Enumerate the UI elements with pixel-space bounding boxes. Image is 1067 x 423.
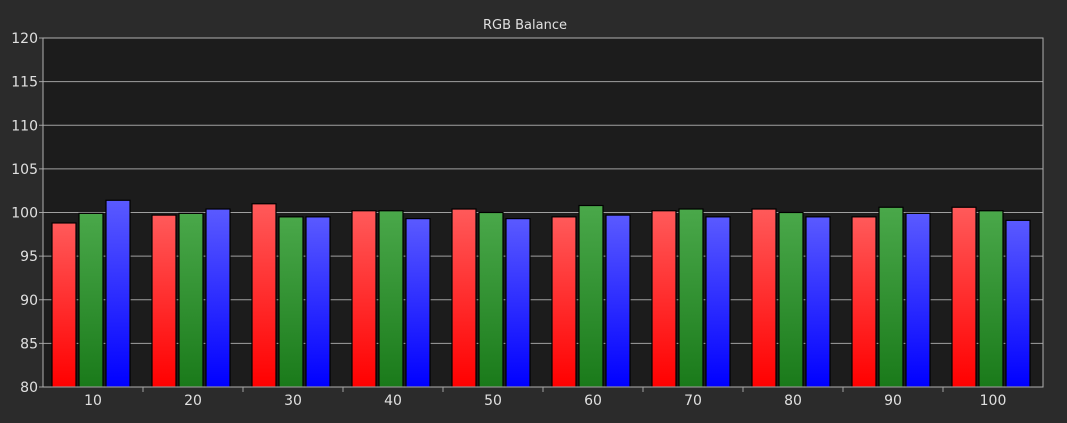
x-tick-label: 60: [584, 393, 602, 409]
red-bar: [951, 206, 977, 388]
y-tick-label: 115: [11, 75, 38, 91]
green-bar: [478, 211, 504, 388]
x-tick-label: 10: [84, 393, 102, 409]
red-bar: [451, 208, 477, 388]
green-bar: [978, 210, 1004, 388]
blue-bar: [505, 218, 531, 388]
y-tick-label: 95: [20, 249, 38, 265]
bars-layer: [51, 199, 1031, 388]
green-bar: [378, 210, 404, 388]
red-bar: [751, 208, 777, 388]
red-bar: [151, 214, 177, 388]
red-bar: [51, 222, 77, 388]
x-tick-label: 30: [284, 393, 302, 409]
x-tick-label: 40: [384, 393, 402, 409]
blue-bar: [905, 212, 931, 388]
y-tick-label: 120: [11, 31, 38, 47]
axis-layer: 80 85 90 95 100 105 110 115 120 10 20 30 40 50 60 70 80 9…: [11, 31, 1044, 409]
green-bar: [278, 216, 304, 388]
blue-bar: [205, 208, 231, 388]
red-bar: [851, 216, 877, 388]
x-tick-label: 100: [980, 393, 1007, 409]
blue-bar: [605, 214, 631, 388]
x-tick-label: 90: [884, 393, 902, 409]
blue-bar: [105, 199, 131, 388]
y-tick-label: 110: [11, 118, 38, 134]
blue-bar: [405, 218, 431, 388]
green-bar: [678, 208, 704, 388]
green-bar: [578, 204, 604, 388]
green-bar: [778, 211, 804, 388]
red-bar: [251, 203, 277, 388]
green-bar: [178, 212, 204, 388]
red-bar: [351, 210, 377, 388]
y-tick-label: 105: [11, 162, 38, 178]
y-tick-label: 80: [20, 380, 38, 396]
blue-bar: [705, 216, 731, 388]
x-tick-label: 80: [784, 393, 802, 409]
blue-bar: [305, 216, 331, 388]
red-bar: [551, 216, 577, 388]
chart-title: RGB Balance: [483, 18, 567, 33]
y-tick-label: 85: [20, 336, 38, 352]
x-tick-label: 50: [484, 393, 502, 409]
red-bar: [651, 210, 677, 388]
x-tick-label: 70: [684, 393, 702, 409]
blue-bar: [1005, 219, 1031, 388]
green-bar: [878, 206, 904, 388]
y-tick-label: 90: [20, 293, 38, 309]
y-tick-label: 100: [11, 206, 38, 222]
x-tick-label: 20: [184, 393, 202, 409]
blue-bar: [805, 216, 831, 388]
green-bar: [78, 212, 104, 388]
